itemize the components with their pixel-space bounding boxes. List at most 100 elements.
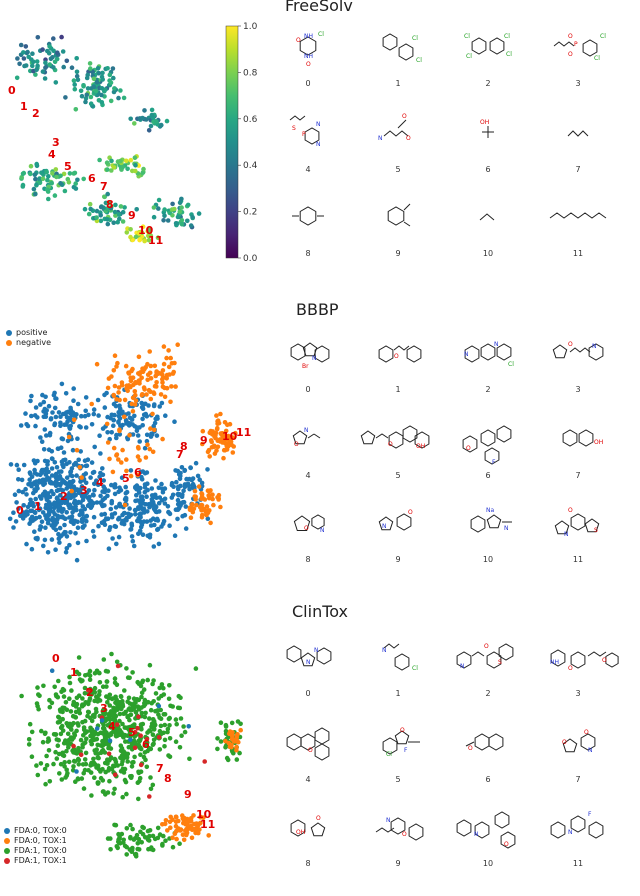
clintox-point (57, 771, 62, 776)
freesolv-molecule-label: 10 (483, 249, 493, 258)
bbbp-molecule: BrN (290, 342, 330, 370)
clintox-point (127, 675, 132, 681)
freesolv-point (111, 75, 116, 81)
bbbp-point (53, 501, 58, 507)
svg-text:S: S (292, 125, 296, 132)
bbbp-point (51, 509, 56, 514)
clintox-point (132, 754, 137, 760)
clintox-point (174, 836, 179, 842)
bbbp-point (144, 470, 150, 475)
clintox-point (170, 844, 176, 850)
clintox-point (177, 745, 183, 750)
clintox-point (86, 687, 91, 693)
bbbp-point (208, 520, 213, 526)
bbbp-point (90, 528, 96, 534)
bbbp-point (152, 427, 157, 433)
clintox-point (182, 729, 188, 735)
legend-marker (4, 848, 10, 854)
freesolv-annotation: 0 (8, 84, 16, 97)
bbbp-point (97, 433, 102, 438)
clintox-point (95, 731, 101, 737)
bbbp-point (72, 518, 78, 524)
colorbar-tick-label: 0.0 (243, 254, 258, 264)
clintox-point (19, 693, 24, 699)
clintox-point (91, 737, 96, 743)
bbbp-point (50, 456, 55, 462)
svg-text:OH: OH (416, 443, 425, 450)
clintox-point (185, 824, 191, 829)
clintox-point (144, 737, 150, 742)
bbbp-point (143, 412, 149, 418)
svg-text:O: O (408, 509, 413, 516)
bbbp-point (159, 481, 164, 487)
bbbp-point (60, 411, 66, 417)
legend-label: FDA:1, TOX:1 (14, 856, 67, 865)
bbbp-point (23, 513, 28, 518)
freesolv-point (72, 82, 77, 87)
freesolv-point (73, 186, 79, 191)
bbbp-point (94, 479, 99, 484)
bbbp-point (33, 405, 39, 410)
bbbp-point (58, 493, 63, 498)
bbbp-point (212, 451, 218, 456)
bbbp-point (161, 344, 167, 349)
freesolv-point (179, 218, 185, 223)
freesolv-molecule-label: 9 (395, 249, 400, 258)
clintox-point (147, 833, 152, 839)
bbbp-point (81, 516, 86, 521)
freesolv-point (81, 84, 86, 89)
clintox-point (105, 761, 110, 766)
bbbp-point (191, 506, 197, 511)
clintox-point (84, 736, 89, 742)
clintox-point (135, 841, 141, 846)
bbbp-point (115, 360, 120, 366)
bbbp-point (74, 473, 79, 478)
clintox-legend-entry: FDA:1, TOX:1 (4, 856, 67, 866)
bbbp-point (167, 523, 172, 528)
clintox-point (71, 758, 77, 764)
freesolv-point (35, 63, 40, 69)
bbbp-point (120, 447, 125, 453)
svg-text:NH: NH (304, 33, 313, 40)
svg-text:O: O (316, 815, 321, 822)
freesolv-point (85, 72, 90, 78)
freesolv-point (146, 128, 152, 133)
bbbp-point (153, 478, 158, 483)
clintox-point (140, 678, 146, 684)
bbbp-point (142, 445, 148, 451)
legend-label: FDA:0, TOX:1 (14, 836, 67, 845)
clintox-point (39, 728, 44, 734)
freesolv-point (97, 157, 102, 163)
bbbp-point (207, 489, 212, 494)
bbbp-point (111, 401, 117, 407)
svg-text:O: O (294, 441, 299, 448)
clintox-point (67, 696, 72, 701)
freesolv-point (111, 220, 116, 225)
bbbp-point (84, 463, 90, 468)
clintox-point (131, 696, 137, 701)
freesolv-point (108, 98, 114, 104)
clintox-point (123, 739, 128, 744)
bbbp-point (183, 504, 189, 509)
freesolv-point (132, 155, 138, 160)
freesolv-annotation: 10 (138, 224, 154, 237)
bbbp-point (190, 481, 196, 487)
freesolv-point (45, 187, 50, 193)
bbbp-point (133, 380, 138, 386)
bbbp-point (233, 430, 238, 436)
clintox-point (71, 764, 76, 769)
clintox-point (44, 763, 50, 768)
svg-text:Cl: Cl (386, 751, 392, 758)
clintox-point (114, 722, 120, 727)
clintox-molecule: NO (375, 817, 424, 841)
freesolv-point (54, 174, 59, 180)
bbbp-molecule-label: 0 (305, 385, 310, 394)
clintox-point (192, 821, 197, 827)
svg-text:Cl: Cl (506, 51, 512, 58)
freesolv-point (20, 171, 26, 177)
bbbp-annotation: 3 (80, 484, 88, 497)
freesolv-point (179, 221, 185, 227)
bbbp-point (122, 414, 127, 420)
bbbp-point (124, 386, 129, 391)
clintox-point (215, 736, 220, 741)
